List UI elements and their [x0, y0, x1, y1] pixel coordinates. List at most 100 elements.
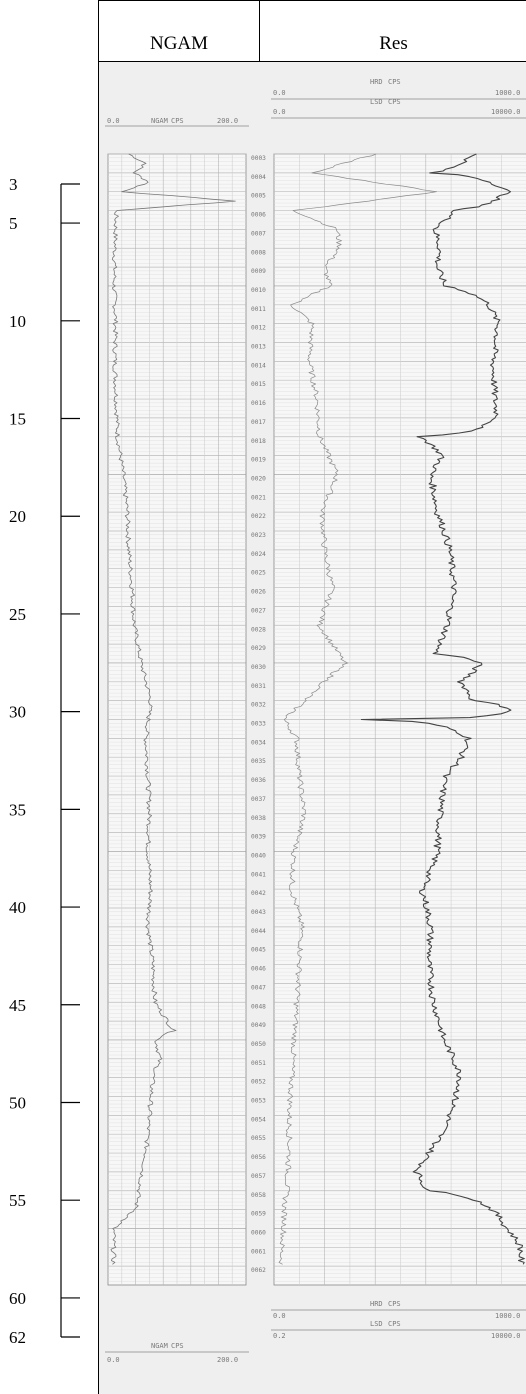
lsd-curve	[360, 153, 525, 1265]
depth-row-label: 0010	[251, 287, 266, 294]
depth-row-label: 0047	[251, 984, 266, 991]
depth-row-label: 0024	[251, 551, 266, 558]
hrd-top-name-label: HRD	[370, 78, 383, 86]
ngam-bottom-unit-label: CPS	[171, 1342, 184, 1350]
depth-row-label: 0018	[251, 438, 266, 445]
ngam-column-header: NGAM	[99, 1, 260, 62]
depth-row-label: 0039	[251, 834, 266, 841]
depth-row-label: 0053	[251, 1098, 266, 1105]
depth-row-label: 0028	[251, 626, 266, 633]
lsd-bottom-name-label: LSD	[370, 1320, 383, 1328]
depth-row-label: 0049	[251, 1022, 266, 1029]
depth-row-label: 0055	[251, 1135, 266, 1142]
depth-tick-label: 40	[9, 898, 26, 917]
depth-row-label: 0044	[251, 928, 266, 935]
depth-tick-label: 50	[9, 1093, 26, 1112]
depth-row-label: 0029	[251, 645, 266, 652]
depth-row-label: 0020	[251, 475, 266, 482]
depth-tick-label: 5	[9, 214, 18, 233]
depth-tick-label: 25	[9, 605, 26, 624]
depth-row-label: 0048	[251, 1003, 266, 1010]
depth-row-label: 0004	[251, 174, 266, 181]
depth-tick-label: 60	[9, 1289, 26, 1308]
res-column-header: Res	[379, 33, 408, 54]
ngam-bottom-name-label: NGAM	[151, 1342, 168, 1350]
depth-row-label: 0021	[251, 494, 266, 501]
hrd-bottom-max-label: 1000.0	[495, 1312, 520, 1320]
depth-row-label: 0040	[251, 852, 266, 859]
depth-row-label: 0012	[251, 325, 266, 332]
depth-row-label: 0041	[251, 871, 266, 878]
ngam-top-min-label: 0.0	[107, 117, 120, 125]
depth-row-label: 0033	[251, 721, 266, 728]
log-chart: NGAM Res 0.0 NGAM CPS 200.0 0.0 HRD CPS …	[98, 0, 526, 1394]
depth-row-label: 0022	[251, 513, 266, 520]
lsd-bottom-min-label: 0.2	[273, 1332, 286, 1340]
depth-row-label: 0005	[251, 193, 266, 200]
depth-row-label: 0003	[251, 155, 266, 162]
depth-row-label: 0009	[251, 268, 266, 275]
depth-row-label: 0056	[251, 1154, 266, 1161]
depth-tick-label: 35	[9, 800, 26, 819]
lsd-top-name-label: LSD	[370, 98, 383, 106]
depth-row-label: 0052	[251, 1079, 266, 1086]
depth-row-label: 0008	[251, 249, 266, 256]
depth-row-label: 0025	[251, 570, 266, 577]
depth-row-label: 0058	[251, 1192, 266, 1199]
depth-row-label: 0037	[251, 796, 266, 803]
depth-row-label: 0057	[251, 1173, 266, 1180]
depth-row-label: 0031	[251, 683, 266, 690]
depth-tick-label: 62	[9, 1328, 26, 1347]
depth-row-label: 0051	[251, 1060, 266, 1067]
depth-tick-label: 45	[9, 996, 26, 1015]
ngam-top-name-label: NGAM	[151, 117, 168, 125]
hrd-bottom-min-label: 0.0	[273, 1312, 286, 1320]
log-plot: 0.0 NGAM CPS 200.0 0.0 HRD CPS 1000.0 0.…	[105, 78, 526, 1364]
ngam-top-max-label: 200.0	[217, 117, 238, 125]
depth-row-label: 0061	[251, 1248, 266, 1255]
ngam-bottom-max-label: 200.0	[217, 1356, 238, 1364]
depth-row-label: 0059	[251, 1211, 266, 1218]
lsd-bottom-unit-label: CPS	[388, 1320, 401, 1328]
depth-row-label: 0014	[251, 362, 266, 369]
ngam-curve	[110, 153, 236, 1265]
depth-row-label: 0027	[251, 607, 266, 614]
depth-row-label: 0062	[251, 1267, 266, 1274]
ngam-top-unit-label: CPS	[171, 117, 184, 125]
column-header-row: NGAM Res	[99, 0, 526, 62]
hrd-curve	[278, 153, 438, 1265]
depth-tick-label: 15	[9, 410, 26, 429]
lsd-top-max-label: 10000.0	[491, 108, 521, 116]
depth-row-label: 0036	[251, 777, 266, 784]
hrd-top-max-label: 1000.0	[495, 89, 520, 97]
depth-row-label: 0016	[251, 400, 266, 407]
depth-row-label: 0030	[251, 664, 266, 671]
depth-row-label: 0017	[251, 419, 266, 426]
depth-tick-label: 10	[9, 312, 26, 331]
depth-row-label: 0023	[251, 532, 266, 539]
depth-row-label: 0046	[251, 966, 266, 973]
lsd-top-min-label: 0.0	[273, 108, 286, 116]
depth-row-label: 0026	[251, 589, 266, 596]
depth-row-label: 0045	[251, 947, 266, 954]
depth-row-label: 0042	[251, 890, 266, 897]
depth-tick-label: 20	[9, 507, 26, 526]
hrd-top-unit-label: CPS	[388, 78, 401, 86]
depth-row-label: 0013	[251, 344, 266, 351]
depth-tick-label: 3	[9, 175, 18, 194]
depth-row-label: 0019	[251, 457, 266, 464]
depth-row-label: 0032	[251, 702, 266, 709]
ngam-track	[107, 153, 247, 1286]
res-track	[273, 153, 526, 1286]
depth-row-label: 0015	[251, 381, 266, 388]
lsd-bottom-max-label: 10000.0	[491, 1332, 521, 1340]
depth-row-label: 0034	[251, 739, 266, 746]
lsd-top-unit-label: CPS	[388, 98, 401, 106]
hrd-bottom-name-label: HRD	[370, 1300, 383, 1308]
depth-row-label: 0035	[251, 758, 266, 765]
depth-row-label: 0043	[251, 909, 266, 916]
hrd-bottom-unit-label: CPS	[388, 1300, 401, 1308]
depth-tick-label: 55	[9, 1191, 26, 1210]
ngam-bottom-min-label: 0.0	[107, 1356, 120, 1364]
